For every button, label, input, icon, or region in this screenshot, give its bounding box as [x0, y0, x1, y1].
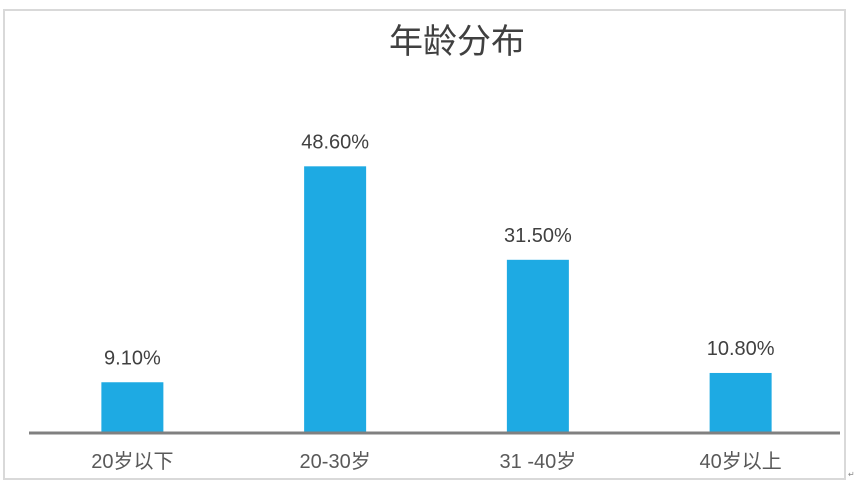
x-tick-label: 40岁以上	[700, 450, 782, 473]
data-label: 9.10%	[104, 347, 161, 369]
bar	[709, 372, 772, 432]
data-label: 10.80%	[707, 338, 775, 360]
paragraph-mark: ↵	[848, 470, 854, 479]
data-label: 48.60%	[301, 131, 369, 153]
x-tick-label: 20岁以下	[91, 450, 173, 473]
bar	[101, 382, 164, 432]
x-tick-label: 31 -40岁	[500, 450, 577, 473]
x-tick-label: 20-30岁	[300, 450, 371, 473]
data-label: 31.50%	[504, 225, 572, 247]
chart-title: 年龄分布	[389, 23, 525, 61]
bar	[506, 259, 569, 432]
bar	[304, 166, 367, 432]
chart-frame	[3, 9, 846, 480]
